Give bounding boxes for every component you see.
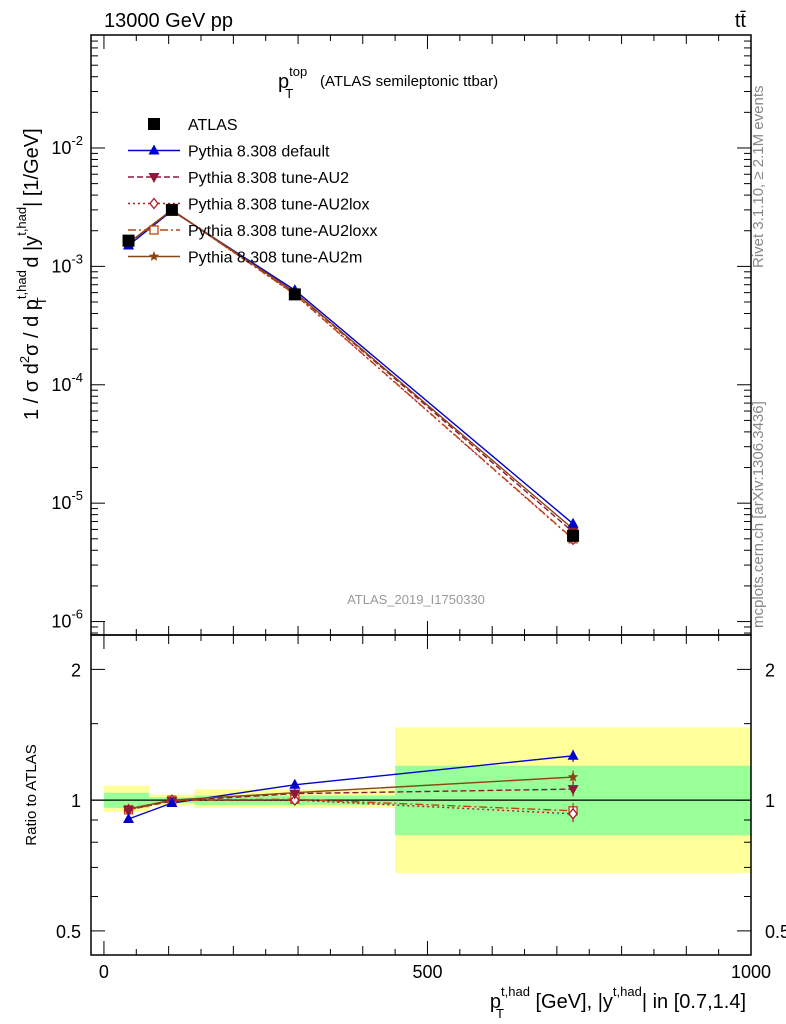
ratio-xtick-label: 0	[99, 962, 109, 982]
rivet-label: Rivet 3.1.10, ≥ 2.1M events	[750, 86, 767, 269]
ratio-ytick-label: 0.5	[56, 922, 81, 942]
legend-marker	[148, 118, 160, 130]
legend-marker	[148, 173, 160, 183]
main-data-point	[288, 288, 301, 301]
ratio-panel: 0.5 0.5 1 1 2 2 0 500 1000 Ratio to ATLAS pt,had…	[23, 634, 786, 1021]
mcplots-label: mcplots.cern.ch [arXiv:1306.3436]	[750, 401, 767, 628]
plot-title: ptop T	[278, 64, 307, 101]
ratio-series-line	[128, 755, 574, 820]
ratio-frame	[90, 634, 752, 956]
process-label: tt̄	[735, 10, 747, 32]
legend-marker	[149, 197, 159, 210]
energy-label: 13000 GeV pp	[104, 10, 233, 32]
legend-marker	[148, 144, 160, 155]
ratio-xlabel: pt,had T [GeV], |yt,had| in [0.7,1.4]	[490, 984, 746, 1021]
ratio-ytick-label: 2	[71, 660, 81, 680]
main-ylabel: 1 / σ d2σ / d pt,hadT d |yt,had| [1/GeV]	[14, 128, 49, 420]
main-markers	[122, 203, 580, 546]
ratio-series-line	[128, 776, 574, 810]
ratio-data-point	[567, 749, 579, 760]
ratio-data-point	[289, 789, 301, 800]
legend-marker	[148, 251, 160, 261]
ratio-data-point	[123, 812, 135, 823]
ratio-ylabel: Ratio to ATLAS	[23, 744, 40, 845]
main-ytick-label: 10-2	[51, 133, 83, 158]
ratio-data-point	[289, 794, 300, 807]
legend-label: Pythia 8.308 default	[188, 144, 330, 161]
ratio-data-point	[567, 771, 579, 782]
ratio-ticks: 0.5 0.5 1 1 2 2 0 500 1000	[56, 635, 786, 982]
ratio-data-point	[567, 785, 579, 796]
main-ytick-label: 10-6	[51, 607, 83, 632]
main-data-point	[165, 203, 178, 216]
title-sup: top	[289, 64, 307, 79]
plot-subtitle: (ATLAS semileptonic ttbar)	[320, 73, 498, 90]
ratio-ytick-label-right: 2	[765, 660, 775, 680]
main-ytick-label: 10-5	[51, 488, 83, 513]
ratio-ytick-label: 1	[71, 791, 81, 811]
main-ytick-label: 10-3	[51, 251, 83, 276]
main-ticks: 10-6 10-5 10-4 10-3 10-2	[51, 35, 752, 635]
ratio-series-line	[128, 799, 574, 815]
ratio-data-point	[568, 807, 578, 820]
ratio-data-point	[289, 778, 301, 789]
analysis-tag: ATLAS_2019_I1750330	[347, 592, 485, 607]
legend-label: ATLAS	[188, 117, 238, 134]
legend-label: Pythia 8.308 tune-AU2loxx	[188, 223, 377, 240]
main-data-point	[567, 517, 579, 528]
ratio-xtick-label: 1000	[731, 962, 771, 982]
ratio-ytick-label-right: 0.5	[765, 922, 786, 942]
main-data-point	[567, 529, 580, 542]
ratio-markers	[123, 749, 579, 823]
main-panel: 10-6 10-5 10-4 10-3 10-2 ptop T (ATLAS semile…	[14, 34, 752, 636]
ratio-series-lines	[128, 755, 574, 820]
ratio-data-point	[166, 796, 178, 807]
ratio-xtick-label: 500	[412, 962, 442, 982]
legend-marker	[149, 225, 159, 235]
legend-label: Pythia 8.308 tune-AU2lox	[188, 197, 369, 214]
ratio-ytick-label-right: 1	[765, 791, 775, 811]
main-data-point	[122, 234, 135, 247]
main-ytick-label: 10-4	[51, 370, 83, 395]
legend-label: Pythia 8.308 tune-AU2	[188, 170, 349, 187]
ratio-data-point	[123, 805, 135, 816]
title-main: p	[278, 71, 289, 93]
legend: ATLAS Pythia 8.308 default Pythia 8.308 tu…	[128, 117, 377, 267]
title-sub: T	[285, 86, 293, 101]
legend-label: Pythia 8.308 tune-AU2m	[188, 250, 362, 267]
